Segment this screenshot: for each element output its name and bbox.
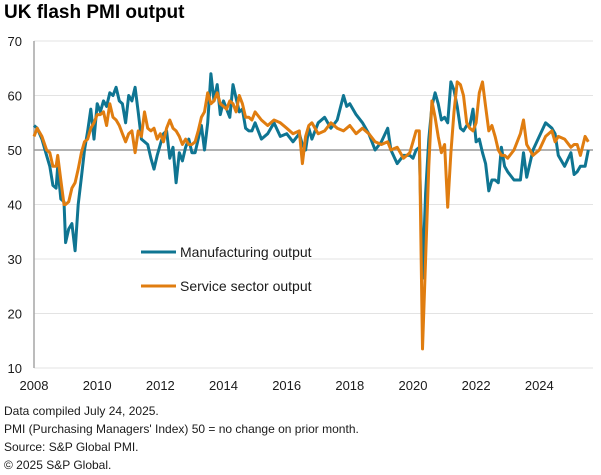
y-tick-labels: 10 20 30 40 50 60 70 <box>8 34 22 376</box>
chart-title: UK flash PMI output <box>4 2 185 23</box>
y-tick-label: 60 <box>8 89 22 104</box>
y-tick-label: 20 <box>8 307 22 322</box>
gridlines <box>34 40 593 369</box>
legend: Manufacturing output Service sector outpu… <box>141 244 312 294</box>
legend-label: Manufacturing output <box>180 244 312 260</box>
footnotes: Data compiled July 24, 2025. PMI (Purcha… <box>4 402 359 474</box>
y-tick-label: 10 <box>8 361 22 376</box>
y-tick-label: 70 <box>8 34 22 49</box>
y-tick-label: 30 <box>8 252 22 267</box>
x-tick-label: 2010 <box>83 378 112 393</box>
x-tick-label: 2016 <box>272 378 301 393</box>
x-tick-label: 2022 <box>462 378 491 393</box>
note-copyright: © 2025 S&P Global. <box>4 458 112 472</box>
note-source: Source: S&P Global PMI. <box>4 440 139 454</box>
x-tick-label: 2014 <box>209 378 238 393</box>
service-sector-output-line <box>32 80 590 351</box>
y-tick-label: 50 <box>8 143 22 158</box>
series-lines <box>32 72 590 351</box>
x-tick-label: 2008 <box>20 378 49 393</box>
y-tick-label: 40 <box>8 198 22 213</box>
x-tick-labels: 2008 2010 2012 2014 2016 2018 2020 2022 2024 <box>20 378 554 393</box>
note-pmi-definition: PMI (Purchasing Managers' Index) 50 = no… <box>4 422 359 436</box>
note-data-compiled: Data compiled July 24, 2025. <box>4 404 159 418</box>
x-tick-label: 2018 <box>335 378 364 393</box>
manufacturing-output-line <box>33 72 590 280</box>
x-tick-label: 2024 <box>525 378 554 393</box>
x-tick-label: 2020 <box>399 378 428 393</box>
x-tick-label: 2012 <box>146 378 175 393</box>
legend-label: Service sector output <box>180 278 312 294</box>
